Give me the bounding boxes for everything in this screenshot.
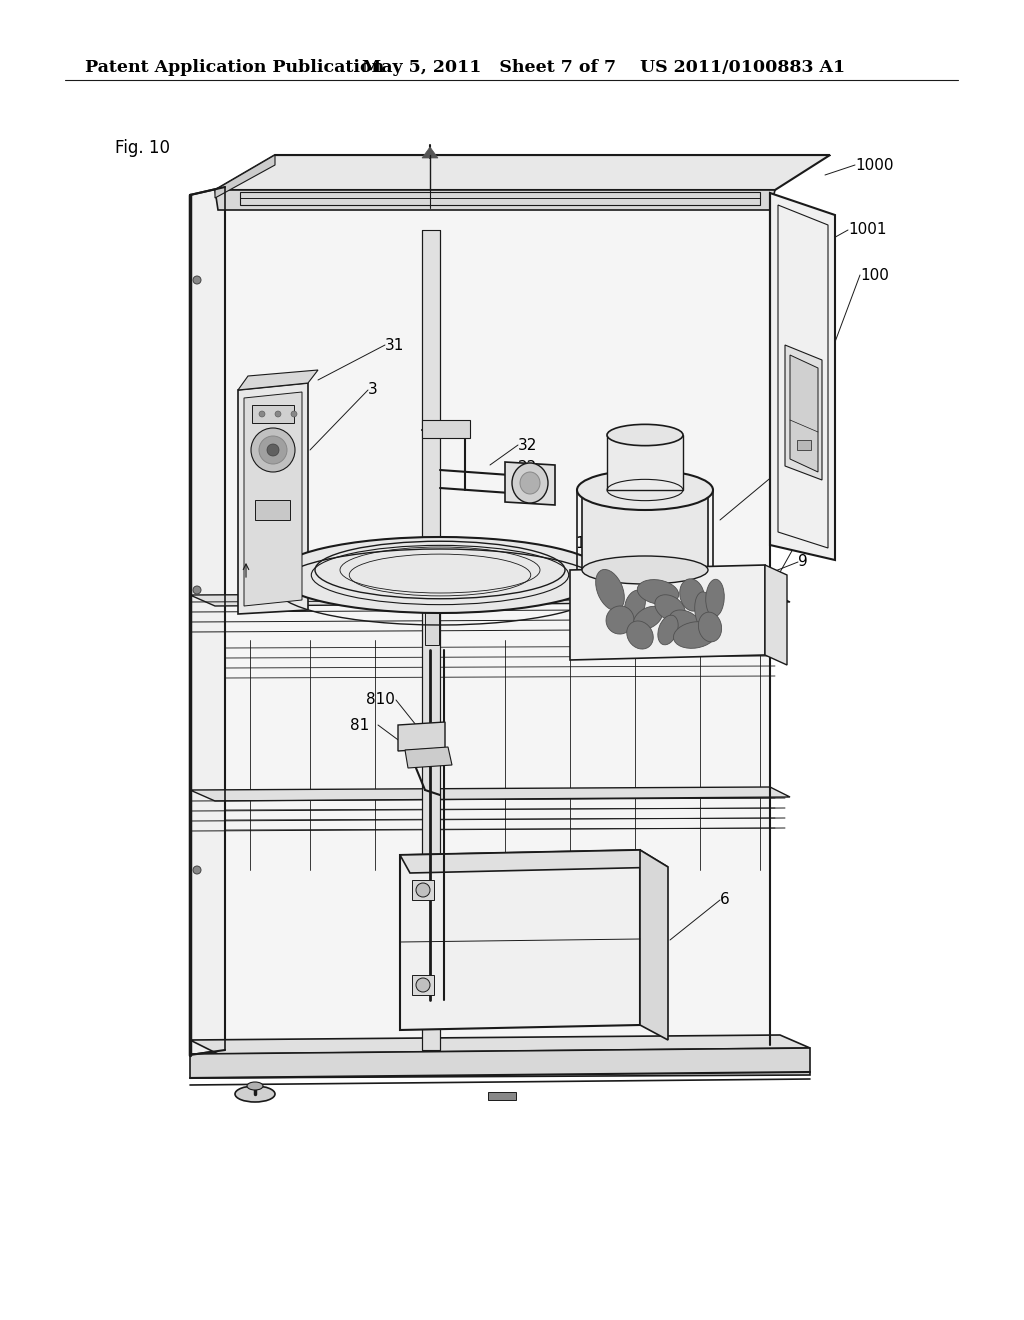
Polygon shape (238, 370, 318, 389)
Ellipse shape (607, 424, 683, 446)
Text: US 2011/0100883 A1: US 2011/0100883 A1 (640, 59, 845, 77)
Text: S 121,9: S 121,9 (298, 550, 356, 565)
Ellipse shape (275, 537, 605, 612)
Polygon shape (398, 722, 445, 751)
Bar (582, 490, 708, 570)
Bar (607, 436, 683, 490)
Text: 9: 9 (798, 554, 808, 569)
Ellipse shape (627, 620, 653, 649)
Ellipse shape (416, 978, 430, 993)
Ellipse shape (416, 883, 430, 898)
Ellipse shape (193, 586, 201, 594)
Polygon shape (406, 747, 452, 768)
Text: Fig. 10: Fig. 10 (115, 139, 170, 157)
Polygon shape (770, 193, 835, 560)
Ellipse shape (251, 428, 295, 473)
Ellipse shape (596, 569, 625, 611)
Polygon shape (225, 187, 770, 1049)
Polygon shape (785, 345, 822, 480)
Ellipse shape (247, 1082, 263, 1090)
Text: 100: 100 (860, 268, 889, 282)
Ellipse shape (654, 595, 685, 622)
Bar (412, 975, 434, 995)
Ellipse shape (694, 591, 716, 632)
Text: 810: 810 (366, 693, 395, 708)
Polygon shape (238, 383, 308, 614)
Bar (797, 440, 811, 450)
Polygon shape (190, 787, 790, 801)
Ellipse shape (275, 411, 281, 417)
Ellipse shape (680, 579, 705, 611)
Polygon shape (190, 591, 790, 606)
Text: 12: 12 (575, 556, 594, 570)
Ellipse shape (267, 444, 279, 455)
Ellipse shape (259, 411, 265, 417)
Bar (422, 230, 440, 1049)
Ellipse shape (291, 411, 297, 417)
Bar (488, 1092, 516, 1100)
Text: 32: 32 (518, 437, 538, 453)
Ellipse shape (193, 866, 201, 874)
Ellipse shape (234, 1086, 275, 1102)
Polygon shape (422, 147, 438, 158)
Polygon shape (215, 154, 830, 190)
Polygon shape (190, 1035, 810, 1053)
Text: B  85: B 85 (470, 590, 510, 606)
Ellipse shape (670, 610, 700, 634)
Bar (255, 500, 290, 520)
Bar (412, 880, 434, 900)
Polygon shape (765, 565, 787, 665)
Ellipse shape (193, 276, 201, 284)
Polygon shape (400, 850, 640, 1030)
Polygon shape (244, 392, 302, 606)
Text: 81: 81 (350, 718, 370, 733)
Text: 11: 11 (575, 536, 594, 550)
Ellipse shape (582, 556, 708, 583)
Polygon shape (790, 355, 818, 473)
Polygon shape (400, 850, 668, 873)
Text: 1001: 1001 (848, 223, 887, 238)
Polygon shape (215, 154, 275, 198)
Bar (422, 420, 470, 438)
Ellipse shape (577, 470, 713, 510)
Ellipse shape (259, 436, 287, 465)
Text: 6: 6 (720, 892, 730, 908)
Ellipse shape (706, 579, 724, 616)
Text: 22: 22 (518, 461, 538, 475)
Text: Patent Application Publication: Patent Application Publication (85, 59, 384, 77)
Text: 3: 3 (368, 383, 378, 397)
Text: 1000: 1000 (855, 157, 894, 173)
Polygon shape (215, 190, 775, 210)
Text: May 5, 2011   Sheet 7 of 7: May 5, 2011 Sheet 7 of 7 (362, 59, 616, 77)
Ellipse shape (698, 612, 722, 642)
Ellipse shape (657, 615, 678, 645)
Polygon shape (190, 187, 225, 1055)
Text: 2: 2 (798, 447, 808, 462)
Ellipse shape (520, 473, 540, 494)
Ellipse shape (606, 606, 634, 634)
Polygon shape (570, 565, 765, 660)
Polygon shape (640, 850, 668, 1040)
Polygon shape (505, 462, 555, 506)
Polygon shape (190, 1048, 810, 1078)
Ellipse shape (634, 606, 663, 630)
Ellipse shape (625, 590, 645, 620)
Bar (425, 585, 439, 645)
Ellipse shape (512, 463, 548, 503)
Ellipse shape (674, 622, 717, 648)
Bar (252, 405, 294, 422)
Text: 21: 21 (798, 532, 817, 548)
Text: 31: 31 (385, 338, 404, 352)
Ellipse shape (637, 579, 679, 605)
